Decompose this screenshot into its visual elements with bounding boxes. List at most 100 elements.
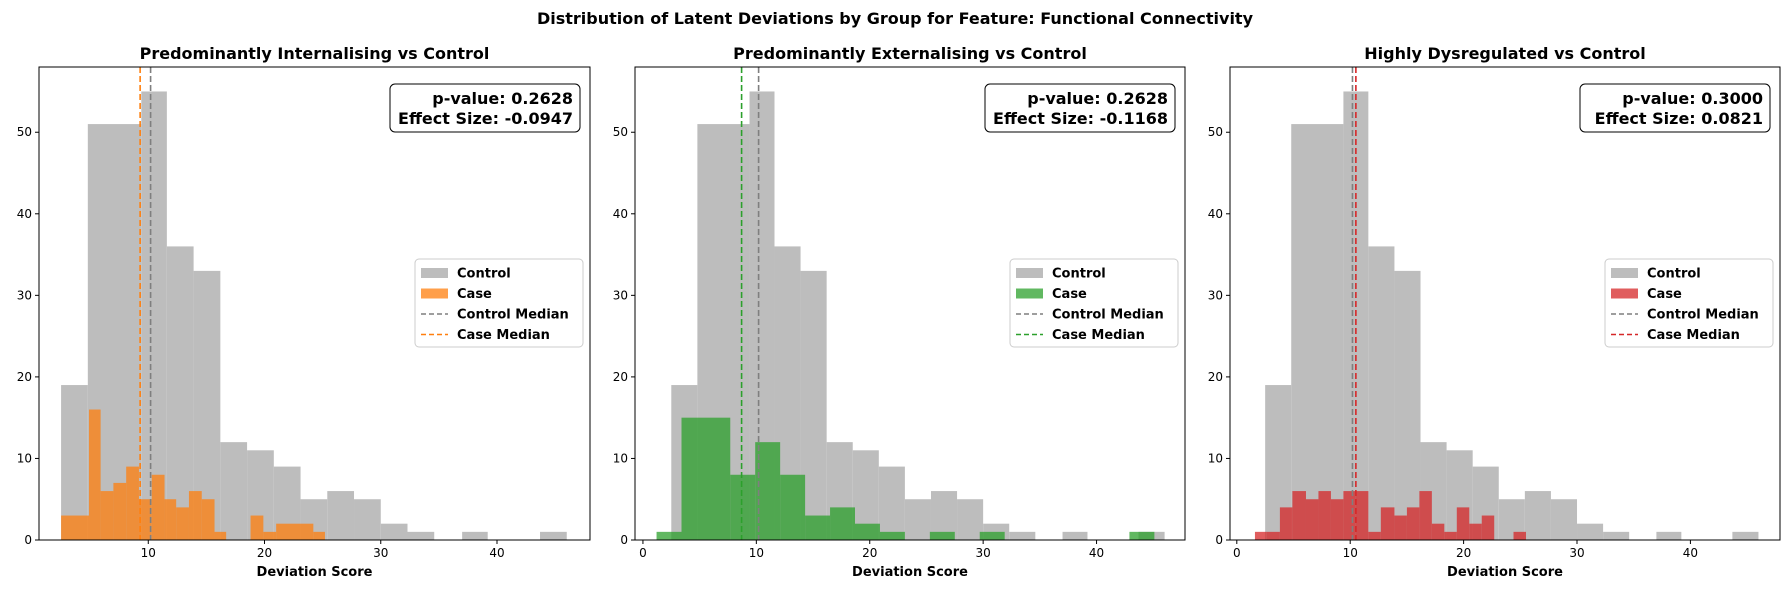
stats-line: Effect Size: -0.1168 <box>993 109 1168 128</box>
legend-control-swatch <box>1016 268 1043 278</box>
figure-title: Distribution of Latent Deviations by Gro… <box>537 9 1254 28</box>
y-tick-label: 40 <box>613 207 628 221</box>
x-tick-label: 10 <box>1343 546 1358 560</box>
legend-box <box>1009 258 1179 348</box>
x-tick-label: 20 <box>257 546 272 560</box>
case-bar <box>61 515 89 540</box>
control-bar <box>1524 491 1551 540</box>
case-bar <box>1343 491 1356 540</box>
control-bar <box>1291 124 1344 540</box>
control-bar <box>327 491 355 540</box>
control-bar <box>407 531 435 540</box>
case-bar <box>1394 515 1407 540</box>
control-bar <box>1550 499 1578 540</box>
case-bar <box>730 474 756 540</box>
case-bar <box>126 466 139 540</box>
case-bar <box>1406 507 1420 540</box>
control-bar <box>957 499 984 540</box>
legend-label: Control Median <box>457 308 569 323</box>
control-bar <box>1603 531 1630 540</box>
legend-case-swatch <box>421 288 448 299</box>
case-bar <box>929 531 955 540</box>
legend-box <box>1604 258 1774 348</box>
panels: 10 20 30 40 0 10 20 30 40 50 Predominantly Interna… <box>17 44 1781 580</box>
y-tick-label: 10 <box>613 451 628 465</box>
control-bar <box>1368 246 1395 540</box>
legend-label: Case <box>1647 287 1682 302</box>
axes-frame <box>1229 66 1781 541</box>
y-tick-label: 40 <box>17 207 32 221</box>
case-bar <box>1355 491 1369 540</box>
case-bar <box>1129 531 1155 540</box>
case-bar <box>1513 531 1526 540</box>
case-bar <box>176 507 189 540</box>
case-bar <box>100 491 114 540</box>
case-bar <box>138 499 152 540</box>
legend-label: Case <box>1052 287 1087 302</box>
case-bar <box>805 515 831 540</box>
chart-panel-1: 10 20 30 40 0 10 20 30 40 50 Predominantly Interna… <box>17 44 591 580</box>
case-bar <box>1456 507 1470 540</box>
control-bar <box>61 385 88 540</box>
legend-label: Case Median <box>1647 328 1740 343</box>
plot-area <box>61 67 567 540</box>
legend-label: Control <box>457 267 511 282</box>
chart-title: Predominantly Externalising vs Control <box>733 44 1087 63</box>
y-tick-label: 30 <box>613 288 628 302</box>
x-tick-label: 0 <box>1233 546 1241 560</box>
control-bar <box>540 531 567 540</box>
case-bar <box>1254 531 1267 540</box>
case-bar <box>188 491 202 540</box>
x-axis-label: Deviation Score <box>257 565 373 580</box>
plot-area <box>656 67 1165 540</box>
y-tick-label: 50 <box>17 125 32 139</box>
case-bar <box>1431 523 1445 540</box>
stats-box <box>984 83 1176 133</box>
case-bar <box>214 531 227 540</box>
x-tick-label: 10 <box>749 546 764 560</box>
control-bar <box>1732 531 1759 540</box>
y-tick-label: 20 <box>613 370 628 384</box>
y-tick-label: 40 <box>1208 207 1223 221</box>
y-tick-label: 0 <box>1215 533 1223 547</box>
legend-label: Case <box>457 287 492 302</box>
legend-case-swatch <box>1611 288 1638 299</box>
case-bar <box>830 507 855 540</box>
y-tick-label: 20 <box>17 370 32 384</box>
x-axis-label: Deviation Score <box>1447 565 1563 580</box>
y-tick-label: 30 <box>1208 288 1223 302</box>
x-tick-label: 40 <box>1089 546 1104 560</box>
case-bar <box>1380 507 1395 540</box>
y-tick-label: 10 <box>1208 451 1223 465</box>
control-bar <box>1394 270 1421 540</box>
case-bar <box>855 523 880 540</box>
control-bar <box>1656 531 1682 540</box>
chart-title: Highly Dysregulated vs Control <box>1364 44 1646 63</box>
case-bar <box>276 523 314 540</box>
case-bar <box>1469 523 1482 540</box>
x-tick-label: 30 <box>1569 546 1584 560</box>
chart-panel-3: 0 10 20 30 40 0 10 20 30 40 50 Highly Dysregulated … <box>1208 44 1781 580</box>
y-tick-label: 20 <box>1208 370 1223 384</box>
case-bar <box>1305 499 1319 540</box>
stats-box <box>1579 83 1771 133</box>
legend-label: Control Median <box>1052 308 1164 323</box>
control-bar <box>354 499 381 540</box>
stats-line: Effect Size: -0.0947 <box>398 109 573 128</box>
case-bar <box>250 515 264 540</box>
control-bar <box>380 523 408 540</box>
control-bar <box>904 499 931 540</box>
case-bar <box>656 531 682 540</box>
case-bar <box>1368 531 1381 540</box>
x-tick-label: 40 <box>489 546 504 560</box>
chart-panel-2: 0 10 20 30 40 0 10 20 30 40 50 Predominantly Extern… <box>613 44 1186 580</box>
control-bar <box>220 442 248 540</box>
y-tick-label: 10 <box>17 451 32 465</box>
case-bar <box>1279 507 1293 540</box>
x-axis-label: Deviation Score <box>852 565 968 580</box>
axes-frame <box>38 66 591 541</box>
case-bar <box>164 499 177 540</box>
stats-line: p-value: 0.2628 <box>1027 89 1168 108</box>
case-bar <box>1292 491 1306 540</box>
control-bar <box>1009 531 1036 540</box>
